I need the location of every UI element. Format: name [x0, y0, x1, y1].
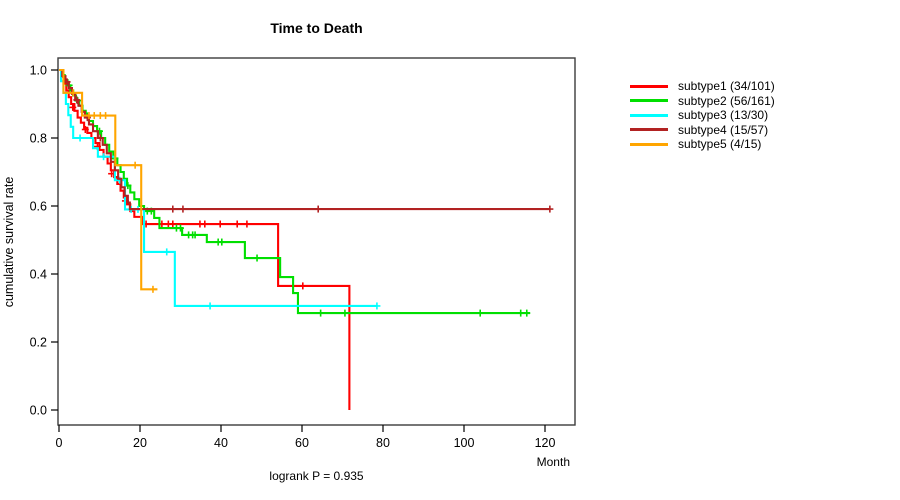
x-tick-label: 0	[56, 436, 63, 450]
y-tick-label: 0.0	[30, 404, 47, 418]
censor-marks-subtype5	[69, 89, 157, 293]
y-axis: 0.0 0.2 0.4 0.6 0.8 1.0	[30, 64, 58, 418]
legend-line-swatch	[630, 99, 668, 103]
legend-label: subtype1 (34/101)	[678, 79, 775, 93]
legend-line-swatch	[630, 113, 668, 117]
curve-subtype5	[59, 68, 158, 291]
legend-label: subtype2 (56/161)	[678, 93, 775, 108]
logrank-annotation: logrank P = 0.935	[269, 469, 364, 483]
legend-item-subtype5: subtype5 (4/15)	[630, 137, 775, 152]
legend-item-subtype1: subtype1 (34/101)	[630, 79, 775, 94]
censor-marks-subtype3	[76, 134, 381, 310]
x-tick-label: 40	[214, 436, 228, 450]
legend-item-subtype3: subtype3 (13/30)	[630, 108, 775, 123]
y-tick-label: 0.6	[30, 200, 47, 214]
x-axis: 0 20 40 60 80 100 120	[56, 425, 556, 450]
censor-marks-subtype1	[69, 103, 307, 290]
x-tick-label: 100	[454, 436, 475, 450]
x-tick-label: 120	[535, 436, 556, 450]
curve-subtype3	[59, 68, 377, 308]
legend-label: subtype3 (13/30)	[678, 108, 769, 122]
legend-item-subtype4: subtype4 (15/57)	[630, 123, 775, 138]
y-tick-label: 0.2	[30, 336, 47, 350]
legend-line-swatch	[630, 128, 668, 132]
chart-title: Time to Death	[270, 20, 363, 36]
x-axis-label: Month	[536, 455, 570, 469]
plot-border	[57, 57, 576, 426]
legend-line-swatch	[630, 84, 668, 88]
legend-label: subtype4 (15/57)	[678, 122, 769, 137]
curve-subtype4	[59, 68, 550, 211]
legend-item-subtype2: subtype2 (56/161)	[630, 94, 775, 109]
curve-subtype1	[59, 68, 351, 410]
curve-subtype2	[59, 68, 531, 315]
x-tick-label: 80	[376, 436, 390, 450]
censor-marks-subtype4	[63, 78, 554, 213]
x-tick-label: 20	[133, 436, 147, 450]
legend-label: subtype5 (4/15)	[678, 137, 762, 151]
y-tick-label: 0.8	[30, 132, 47, 146]
y-tick-label: 0.4	[30, 268, 47, 282]
legend-line-swatch	[630, 142, 668, 146]
y-tick-label: 1.0	[30, 64, 47, 78]
legend: subtype1 (34/101) subtype2 (56/161) subtyp…	[630, 79, 775, 152]
y-axis-label: cumulative survival rate	[2, 177, 16, 308]
x-tick-label: 60	[295, 436, 309, 450]
